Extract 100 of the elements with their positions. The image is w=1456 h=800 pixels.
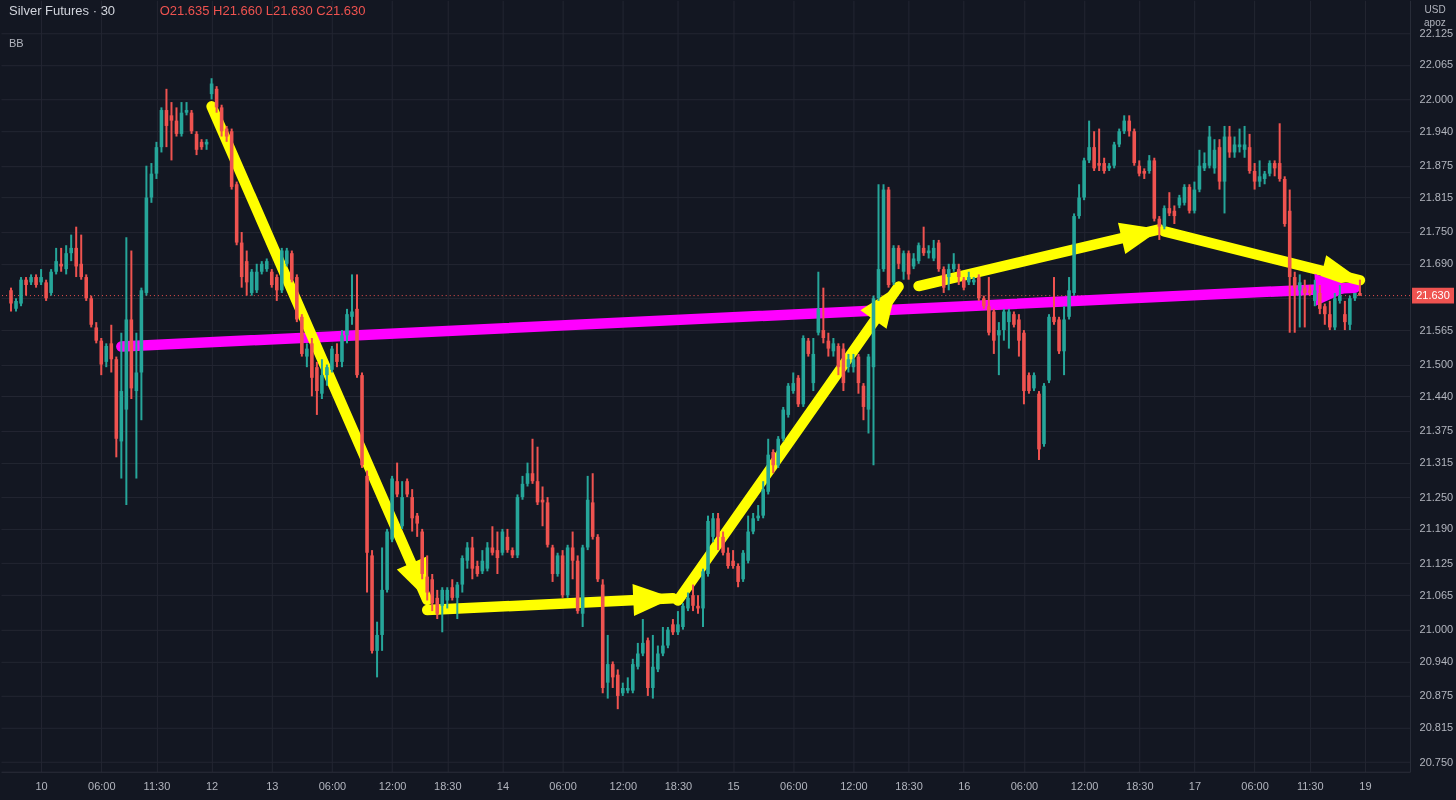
x-tick-label: 10 <box>35 780 48 793</box>
y-tick-label: 20.815 <box>1419 721 1454 734</box>
candlestick <box>771 448 776 475</box>
x-tick-label: 12:00 <box>840 780 868 793</box>
x-tick-label: 18:30 <box>664 780 693 793</box>
y-tick-label: 21.750 <box>1419 225 1454 238</box>
x-tick-label: 06:00 <box>1010 780 1039 793</box>
x-tick-label: 12:00 <box>1070 780 1099 793</box>
candlestick <box>54 246 58 276</box>
candlestick <box>1147 154 1152 175</box>
candlestick <box>450 578 455 602</box>
chart-subtitle: O21.635 H21.660 L21.630 C21.630 <box>159 3 366 19</box>
y-tick-label: 21.690 <box>1419 257 1454 270</box>
candlestick <box>1032 371 1036 393</box>
x-tick-label: 12:00 <box>609 780 638 793</box>
y-tick-label: 21.815 <box>1419 191 1454 204</box>
x-tick-label: 06:00 <box>318 780 347 793</box>
candlestick <box>375 620 379 679</box>
y-tick-label: 21.500 <box>1419 358 1454 371</box>
y-tick-label: 21.065 <box>1419 588 1454 601</box>
candlestick <box>64 244 68 276</box>
y-tick-label: 22.125 <box>1419 26 1454 39</box>
y-tick-label: 20.940 <box>1419 654 1454 667</box>
annotation: BB <box>8 37 24 50</box>
candlestick <box>405 477 409 499</box>
candlestick <box>1112 140 1116 170</box>
candlestick <box>615 668 620 711</box>
candlestick <box>736 562 740 589</box>
candlestick <box>751 512 755 536</box>
y-tick-label: 21.315 <box>1419 456 1454 469</box>
candlestick <box>951 252 956 273</box>
candlestick <box>169 101 174 162</box>
candlestick <box>1122 114 1127 135</box>
candlestick <box>49 268 53 297</box>
candlestick <box>1328 299 1332 332</box>
candlestick <box>1257 159 1262 188</box>
candlestick <box>1087 119 1091 165</box>
x-tick-label: 11:30 <box>1296 780 1324 793</box>
candlestick <box>395 461 399 499</box>
candlestick <box>691 583 695 613</box>
candlestick <box>666 625 670 650</box>
y-tick-label: 20.875 <box>1419 689 1454 702</box>
y-tick-label: 20.750 <box>1419 755 1454 768</box>
candlestick <box>956 262 961 286</box>
x-tick-label: 18:30 <box>895 780 923 793</box>
x-tick-label: 18:30 <box>1126 780 1154 793</box>
candlestick <box>440 586 445 634</box>
candlestick <box>1127 114 1132 138</box>
candlestick <box>305 342 309 369</box>
x-tick-label: 06:00 <box>780 780 808 793</box>
candlestick <box>997 321 1001 377</box>
candlestick <box>425 554 430 602</box>
candlestick <box>1312 278 1317 308</box>
candlestick <box>716 512 720 552</box>
x-tick-label: 06:00 <box>88 780 116 793</box>
candlestick <box>1292 270 1297 334</box>
y-tick-label: 22.000 <box>1419 92 1454 105</box>
candlestick <box>274 273 279 302</box>
x-tick-label: 14 <box>496 780 510 793</box>
ref-line-label: 21.630 <box>1416 288 1450 301</box>
candlestick <box>721 530 725 557</box>
candlestick <box>320 358 324 400</box>
candlestick <box>605 633 610 700</box>
y-tick-label: 21.190 <box>1419 522 1454 535</box>
x-tick-label: 15 <box>727 780 740 793</box>
candlestick <box>490 525 495 557</box>
candlestick <box>641 618 645 658</box>
candlestick <box>946 262 951 292</box>
y-tick-label: 21.940 <box>1419 124 1454 137</box>
y-tick-label: 21.125 <box>1419 556 1454 569</box>
text: apoz <box>1424 17 1446 29</box>
candlestick <box>1343 299 1347 332</box>
y-tick-label: 22.065 <box>1419 58 1454 71</box>
x-tick-label: 13 <box>266 780 279 793</box>
y-tick-label: 21.440 <box>1419 389 1454 402</box>
x-tick-label: 06:00 <box>549 780 577 793</box>
candlestick <box>254 262 259 294</box>
x-tick-label: 16 <box>958 780 971 793</box>
candlestick <box>335 342 339 369</box>
x-tick-label: 17 <box>1188 780 1202 793</box>
x-tick-label: 19 <box>1359 780 1372 793</box>
y-axis-title: USD <box>1424 3 1446 15</box>
chart-title: Silver Futures · 30 <box>8 3 116 19</box>
x-tick-label: 18:30 <box>434 780 462 793</box>
candlestick <box>1237 127 1242 154</box>
candlestick <box>1117 127 1122 149</box>
candlestick <box>1077 183 1081 220</box>
candlestick <box>941 265 946 294</box>
candlestick <box>104 342 109 369</box>
y-tick-label: 21.000 <box>1419 623 1454 636</box>
candlestick <box>94 321 99 345</box>
candlestick <box>99 337 104 377</box>
x-tick-label: 12:00 <box>378 780 407 793</box>
candlestick <box>1242 124 1247 159</box>
candlestick <box>69 233 73 263</box>
candlestick <box>661 625 665 658</box>
y-tick-label: 21.565 <box>1419 323 1454 336</box>
y-tick-label: 21.875 <box>1419 159 1454 172</box>
candlestick <box>24 276 28 297</box>
x-tick-label: 11:30 <box>143 780 171 793</box>
